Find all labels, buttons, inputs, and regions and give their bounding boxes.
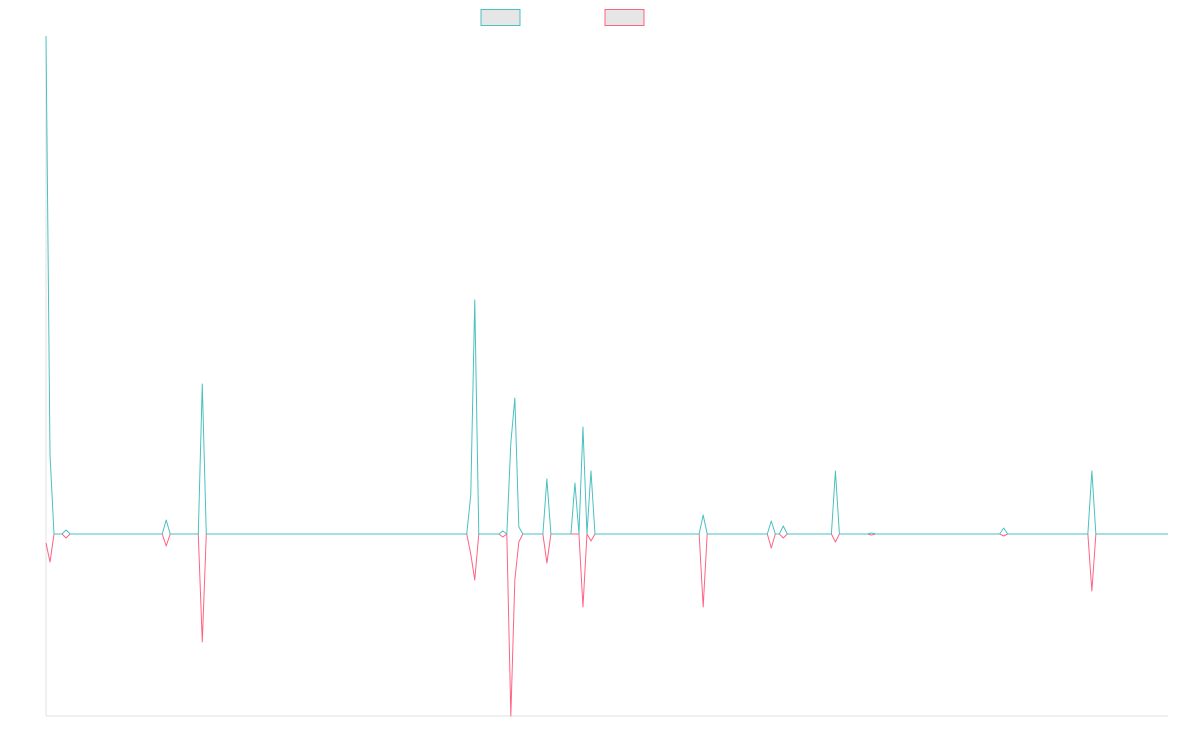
series-line <box>45 35 1168 535</box>
series-line <box>45 533 1168 717</box>
legend-swatch[interactable] <box>480 9 521 26</box>
legend-swatch[interactable] <box>604 9 645 26</box>
